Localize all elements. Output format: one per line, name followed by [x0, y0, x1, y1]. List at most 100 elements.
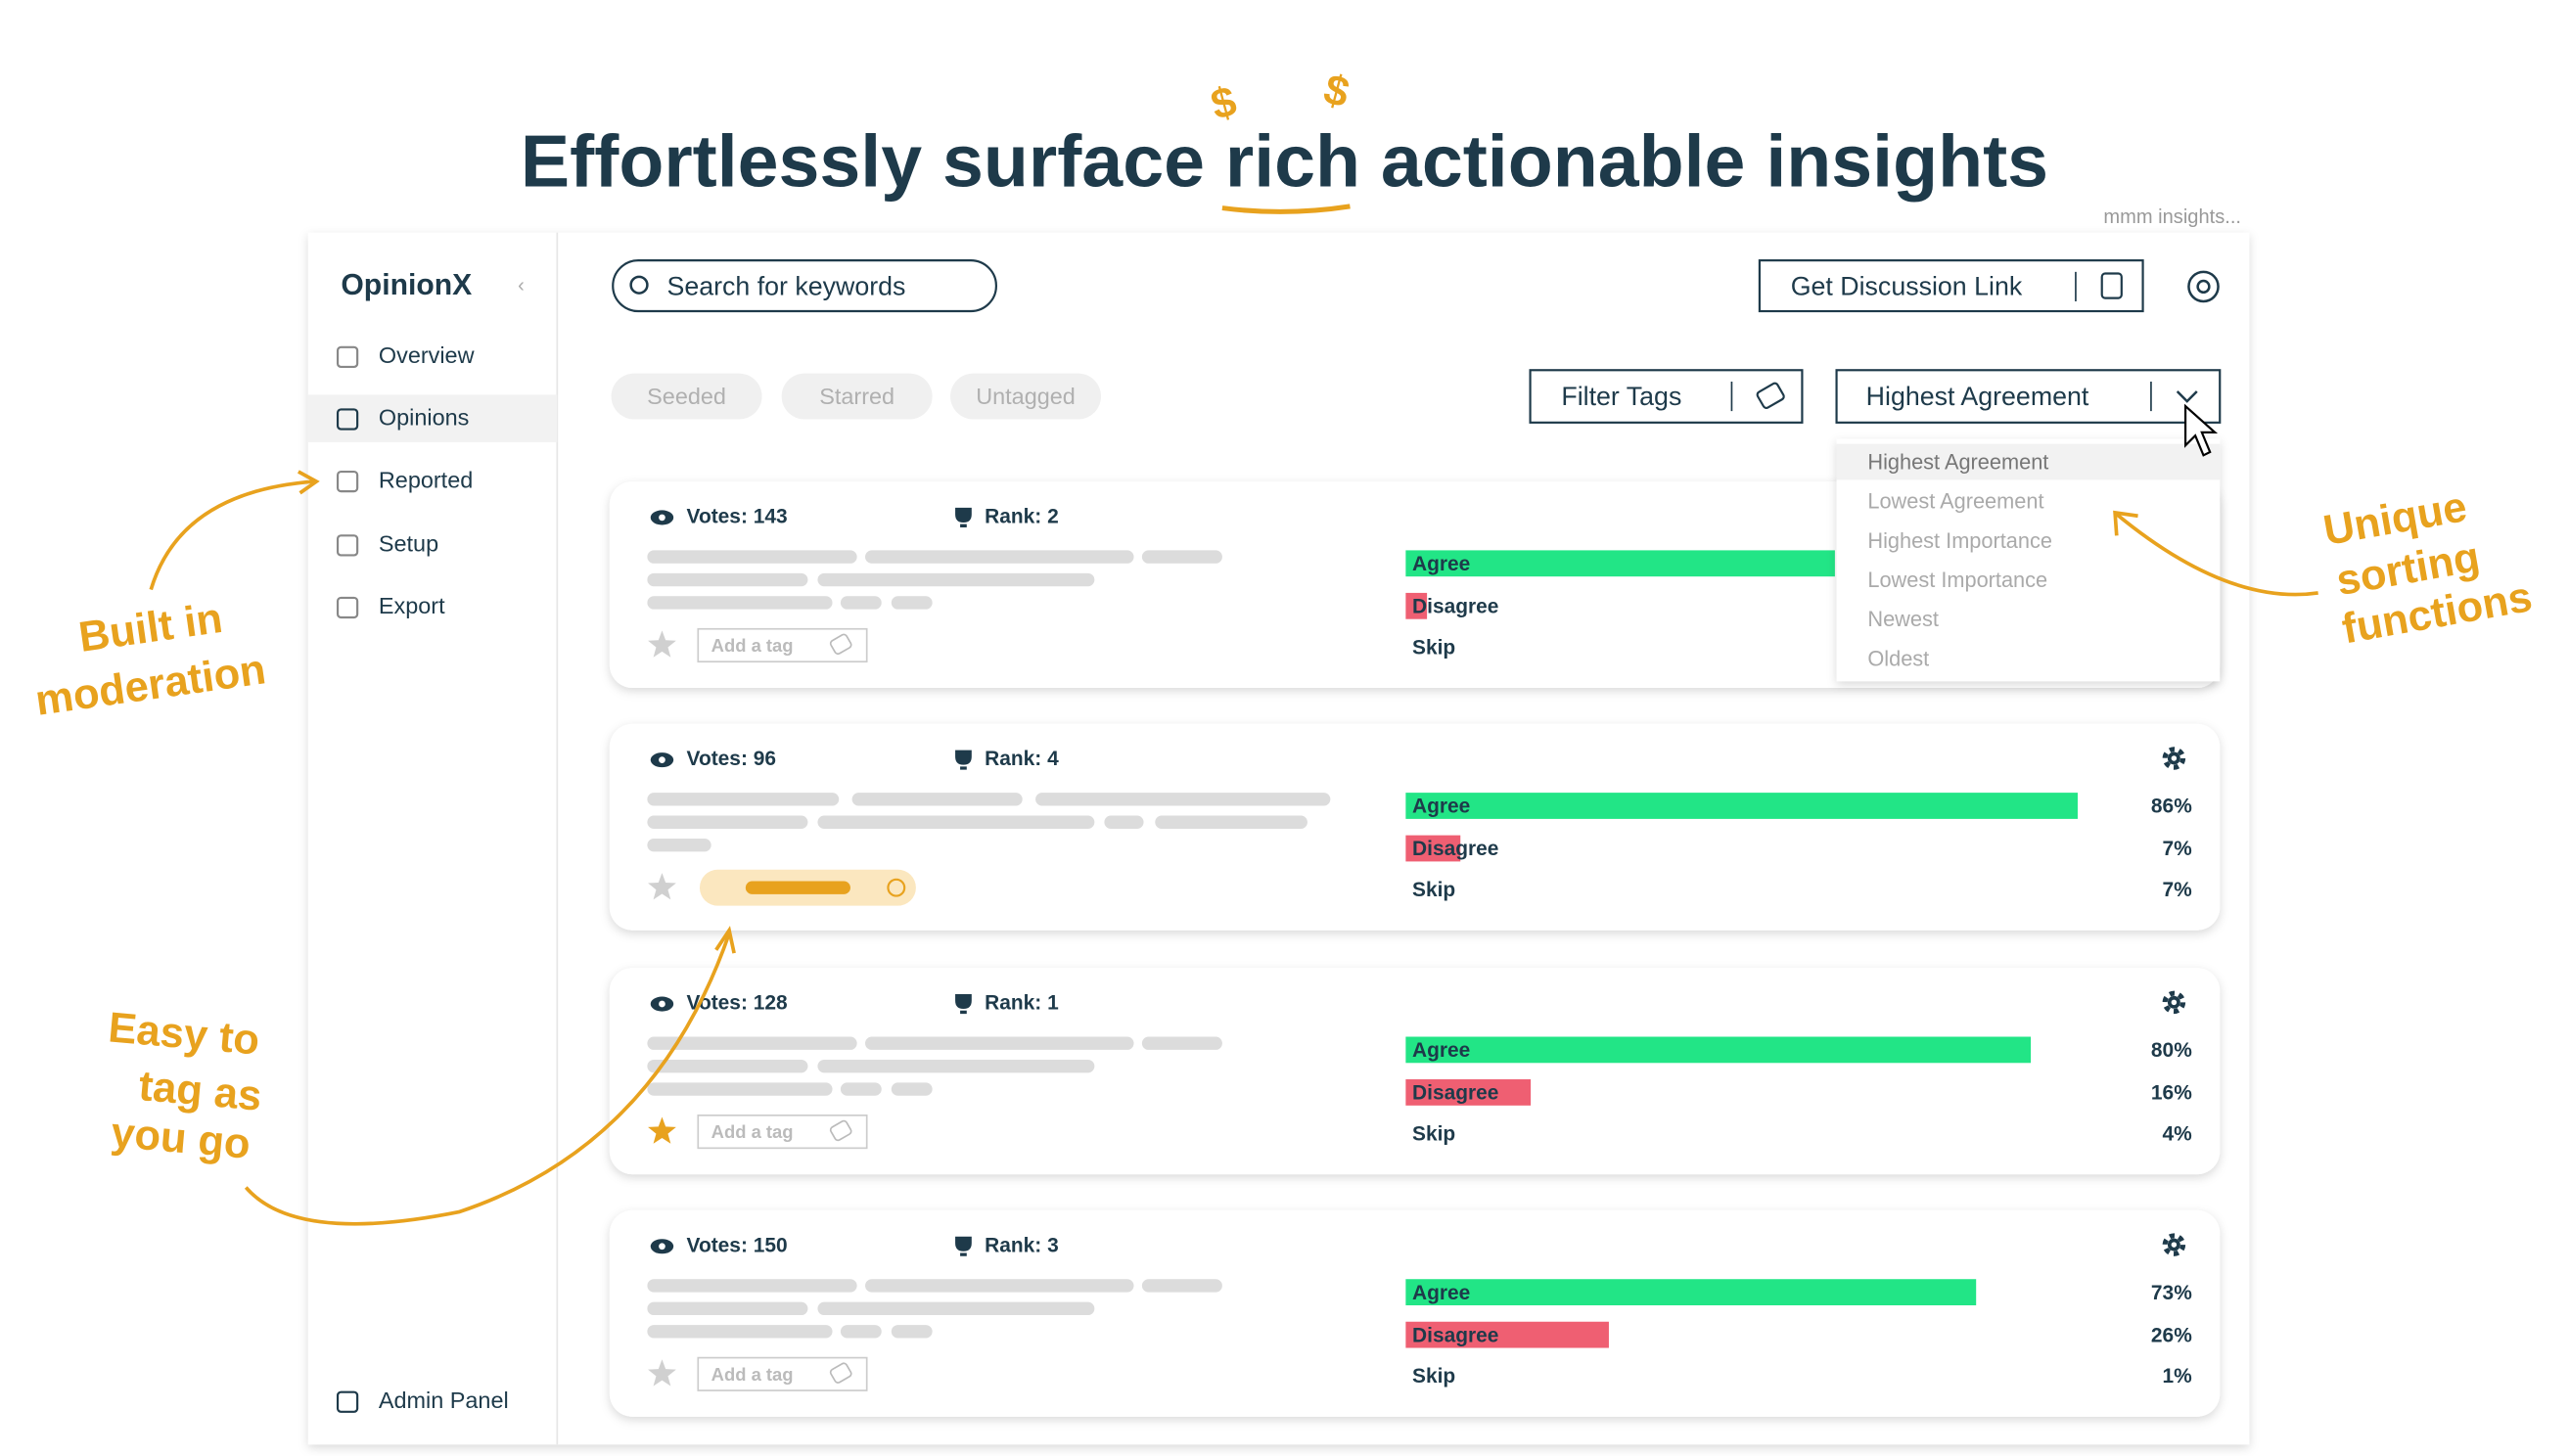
- filter-chip[interactable]: [950, 373, 1102, 420]
- chip-label: Untagged: [976, 384, 1076, 409]
- arrow: [244, 933, 731, 1226]
- opinion-card: [609, 1209, 2221, 1417]
- rank: Rank: 4: [985, 748, 1059, 770]
- nav-item[interactable]: Opinions: [379, 405, 469, 431]
- trophy-icon: [955, 507, 972, 527]
- chevron: [2176, 390, 2198, 403]
- chip-label: Seeded: [647, 384, 726, 409]
- card-gear-hole: [2171, 1242, 2178, 1248]
- result-label: Disagree: [1412, 596, 1498, 618]
- sort-dropdown[interactable]: [1835, 369, 2222, 424]
- filter-chip[interactable]: [611, 373, 762, 420]
- result-label: Skip: [1412, 1365, 1455, 1388]
- tag-placeholder: Add a tag: [711, 635, 794, 656]
- tag-icon: [1756, 382, 1785, 410]
- trophy-icon: [955, 993, 972, 1015]
- result-bar: [1405, 1036, 2032, 1064]
- tag-icon: [829, 1119, 852, 1142]
- sort-option[interactable]: Newest: [1867, 607, 1939, 631]
- text-placeholder: [817, 572, 1095, 587]
- result-bar: [1405, 592, 1428, 619]
- result-percent: 80%: [2151, 1039, 2192, 1062]
- text-placeholder: [817, 1301, 1095, 1316]
- filter-label: Filter Tags: [1561, 382, 1681, 411]
- rank: Rank: 1: [985, 992, 1059, 1015]
- text-placeholder: [865, 550, 1134, 564]
- filter-chip[interactable]: [781, 373, 933, 420]
- text-placeholder: [1035, 793, 1331, 806]
- tag-input[interactable]: [697, 1356, 868, 1391]
- nav-item[interactable]: Overview: [379, 342, 475, 368]
- tag-placeholder: Add a tag: [711, 1364, 794, 1385]
- result-percent: 86%: [2151, 796, 2192, 818]
- sort-option[interactable]: Lowest Importance: [1867, 568, 2047, 592]
- text-placeholder: [840, 1082, 882, 1096]
- search-placeholder: Search for keywords: [666, 272, 905, 301]
- trophy-icon: [955, 750, 972, 770]
- tag-placeholder: Add a tag: [711, 1121, 794, 1142]
- star[interactable]: [648, 1116, 676, 1144]
- result-percent: 73%: [2151, 1282, 2192, 1304]
- text-placeholder: [891, 596, 933, 610]
- arrow: [2115, 513, 2318, 597]
- result-bar: [1405, 1279, 1977, 1306]
- collapse[interactable]: ‹: [518, 275, 525, 296]
- card-gear[interactable]: [2162, 747, 2186, 770]
- result-percent: 4%: [2163, 1122, 2193, 1145]
- tag-input[interactable]: [697, 627, 868, 663]
- result-bar: [1405, 550, 1835, 577]
- text-placeholder: [817, 1059, 1095, 1073]
- eye-pupil: [659, 756, 665, 763]
- text-placeholder: [891, 1082, 933, 1096]
- arrow: [149, 479, 315, 591]
- sort-option[interactable]: Lowest Agreement: [1867, 489, 2043, 514]
- result-bar: [1405, 835, 1461, 862]
- tag-icon: [829, 1362, 852, 1384]
- discussion-button[interactable]: [1758, 259, 2144, 313]
- rank: Rank: 2: [985, 505, 1059, 527]
- star[interactable]: [648, 1359, 676, 1387]
- votes: Votes: 150: [687, 1234, 788, 1256]
- search-box[interactable]: [612, 259, 998, 313]
- arrow-head: [714, 926, 736, 954]
- tag-bar: [745, 881, 850, 894]
- text-placeholder: [1141, 550, 1222, 564]
- opinion-card: [609, 723, 2221, 931]
- discussion-label: Get Discussion Link: [1791, 272, 2023, 301]
- text-placeholder: [647, 1279, 857, 1293]
- text-placeholder: [647, 815, 808, 829]
- sort-option[interactable]: Highest Importance: [1867, 528, 2052, 553]
- tag-remove[interactable]: [887, 878, 906, 897]
- nav-item[interactable]: Reported: [379, 467, 473, 492]
- card-gear-hole: [2171, 999, 2178, 1006]
- text-placeholder: [1141, 1279, 1222, 1293]
- dollar: $: [1319, 66, 1354, 117]
- nav-item[interactable]: Setup: [379, 531, 438, 557]
- eye-pupil: [659, 514, 665, 522]
- result-percent: 7%: [2163, 879, 2193, 901]
- nav-item[interactable]: Export: [379, 593, 445, 618]
- text-placeholder: [647, 1082, 833, 1096]
- star[interactable]: [648, 630, 676, 658]
- votes: Votes: 96: [687, 748, 776, 770]
- settings-icon[interactable]: [2187, 270, 2220, 303]
- tag-input[interactable]: [697, 1115, 868, 1150]
- settings-icon-core: [2196, 279, 2211, 295]
- annotation: tag as: [137, 1063, 263, 1120]
- sort-option[interactable]: Oldest: [1867, 646, 1929, 670]
- sort-option[interactable]: Highest Agreement: [1867, 449, 2048, 474]
- result-percent: 1%: [2163, 1365, 2193, 1388]
- title: Effortlessly surface rich actionable ins…: [521, 120, 2048, 203]
- underline: [1221, 204, 1351, 214]
- result-label: Disagree: [1412, 1082, 1498, 1105]
- result-label: Agree: [1412, 1039, 1470, 1062]
- text-placeholder: [647, 1301, 808, 1316]
- nav-item[interactable]: Admin Panel: [379, 1388, 509, 1413]
- text-placeholder: [865, 1279, 1134, 1293]
- result-label: Skip: [1412, 636, 1455, 659]
- card-gear[interactable]: [2162, 990, 2186, 1015]
- star[interactable]: [648, 873, 676, 900]
- result-bar: [1405, 1321, 1609, 1348]
- chip-label: Starred: [819, 384, 895, 409]
